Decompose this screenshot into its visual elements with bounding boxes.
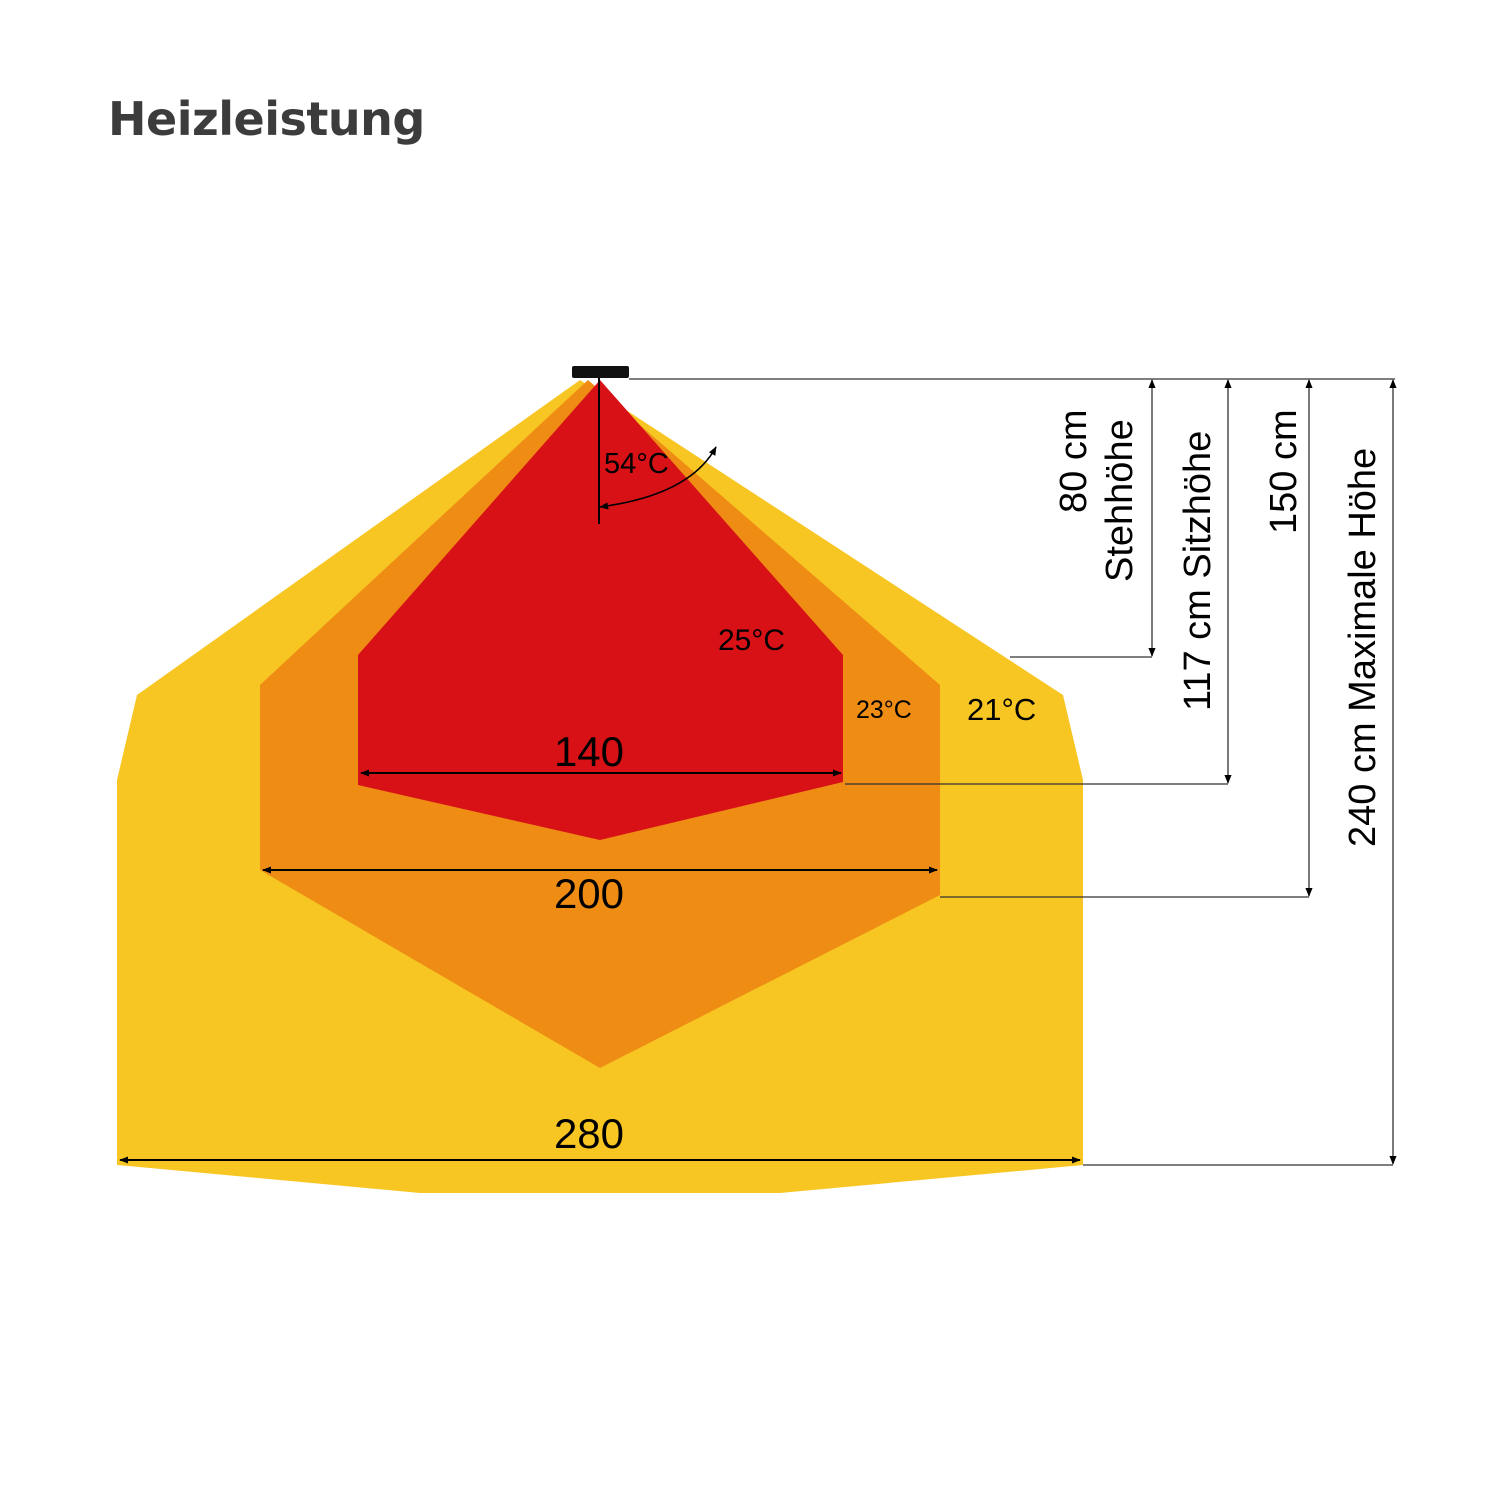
height-label-240: 240 cm Maximale Höhe [1342, 448, 1384, 847]
page-title: Heizleistung [108, 92, 425, 146]
height-reference-lines [629, 378, 1395, 1166]
height-label-117: 117 cm Sitzhöhe [1177, 431, 1219, 711]
height-label-150: 150 cm [1263, 409, 1305, 534]
temp-label-23: 23°C [856, 696, 912, 724]
angle-arc [599, 446, 717, 510]
height-label-80-value: 80 cm [1053, 410, 1095, 513]
angle-label: 54°C [604, 448, 669, 480]
width-label-140: 140 [554, 728, 624, 775]
height-label-80-name: Stehhöhe [1099, 419, 1141, 582]
zone-hot-25 [358, 380, 843, 840]
temp-label-21: 21°C [967, 692, 1036, 727]
width-label-200: 200 [554, 870, 624, 917]
heater-device [572, 366, 629, 378]
width-label-280: 280 [554, 1110, 624, 1157]
temp-label-25: 25°C [718, 624, 785, 657]
